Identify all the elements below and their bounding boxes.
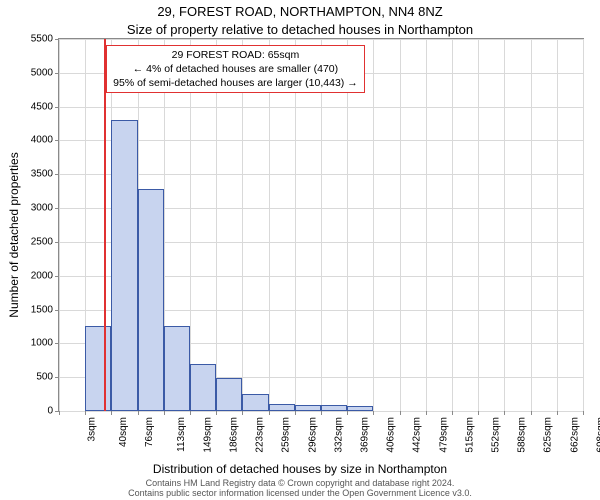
- xtick-label: 625sqm: [543, 417, 554, 453]
- ytick-label: 5000: [31, 67, 53, 78]
- gridline-v: [452, 39, 453, 411]
- y-axis-label: Number of detached properties: [7, 152, 21, 317]
- xtick-mark: [190, 411, 191, 415]
- histogram-bar: [242, 394, 268, 411]
- gridline-v: [373, 39, 374, 411]
- xtick-mark: [373, 411, 374, 415]
- xtick-label: 3sqm: [86, 417, 97, 441]
- gridline-v: [583, 39, 584, 411]
- histogram-bar: [85, 326, 111, 411]
- histogram-bar: [269, 404, 295, 411]
- gridline-v: [216, 39, 217, 411]
- xtick-label: 442sqm: [412, 417, 423, 453]
- xtick-mark: [504, 411, 505, 415]
- xtick-label: 552sqm: [491, 417, 502, 453]
- histogram-bar: [164, 326, 190, 411]
- histogram-bar: [190, 364, 216, 411]
- xtick-label: 223sqm: [255, 417, 266, 453]
- x-axis-label: Distribution of detached houses by size …: [0, 462, 600, 476]
- xtick-mark: [138, 411, 139, 415]
- histogram-bar: [347, 406, 373, 411]
- xtick-mark: [111, 411, 112, 415]
- xtick-label: 662sqm: [569, 417, 580, 453]
- ytick-label: 4000: [31, 135, 53, 146]
- gridline-v: [269, 39, 270, 411]
- ytick-label: 1000: [31, 338, 53, 349]
- histogram-bar: [216, 378, 242, 411]
- xtick-mark: [269, 411, 270, 415]
- xtick-mark: [400, 411, 401, 415]
- gridline-v: [242, 39, 243, 411]
- xtick-mark: [478, 411, 479, 415]
- footnote-line1: Contains HM Land Registry data © Crown c…: [146, 478, 455, 488]
- xtick-label: 332sqm: [333, 417, 344, 453]
- gridline-v: [347, 39, 348, 411]
- footnote: Contains HM Land Registry data © Crown c…: [0, 478, 600, 499]
- xtick-label: 113sqm: [175, 417, 186, 452]
- histogram-bar: [321, 405, 347, 411]
- xtick-mark: [557, 411, 558, 415]
- ytick-label: 1500: [31, 304, 53, 315]
- xtick-mark: [164, 411, 165, 415]
- xtick-label: 698sqm: [595, 417, 600, 453]
- title-address: 29, FOREST ROAD, NORTHAMPTON, NN4 8NZ: [0, 4, 600, 19]
- footnote-line2: Contains public sector information licen…: [128, 488, 472, 498]
- ytick-label: 3000: [31, 203, 53, 214]
- xtick-label: 76sqm: [144, 417, 155, 447]
- xtick-mark: [426, 411, 427, 415]
- xtick-mark: [321, 411, 322, 415]
- histogram-bar: [295, 405, 321, 411]
- chart-container: 29, FOREST ROAD, NORTHAMPTON, NN4 8NZ Si…: [0, 0, 600, 500]
- gridline-v: [426, 39, 427, 411]
- xtick-label: 40sqm: [118, 417, 129, 447]
- xtick-mark: [85, 411, 86, 415]
- annotation-line1: 29 FOREST ROAD: 65sqm: [113, 48, 358, 62]
- xtick-label: 259sqm: [281, 417, 292, 453]
- xtick-label: 588sqm: [517, 417, 528, 453]
- gridline-v: [557, 39, 558, 411]
- ytick-label: 0: [47, 406, 53, 417]
- plot-area: 0500100015002000250030003500400045005000…: [58, 38, 584, 412]
- ytick-label: 4500: [31, 101, 53, 112]
- gridline-v: [478, 39, 479, 411]
- xtick-mark: [59, 411, 60, 415]
- annotation-box: 29 FOREST ROAD: 65sqm← 4% of detached ho…: [106, 45, 365, 94]
- xtick-mark: [295, 411, 296, 415]
- gridline-v: [504, 39, 505, 411]
- gridline-v: [321, 39, 322, 411]
- xtick-label: 515sqm: [464, 417, 475, 453]
- annotation-line2: ← 4% of detached houses are smaller (470…: [113, 62, 358, 76]
- xtick-label: 296sqm: [307, 417, 318, 453]
- gridline-v: [190, 39, 191, 411]
- gridline-v: [295, 39, 296, 411]
- xtick-mark: [242, 411, 243, 415]
- annotation-line3: 95% of semi-detached houses are larger (…: [113, 76, 358, 90]
- xtick-mark: [583, 411, 584, 415]
- ytick-label: 5500: [31, 34, 53, 45]
- ytick-label: 2500: [31, 236, 53, 247]
- xtick-mark: [216, 411, 217, 415]
- gridline-v: [531, 39, 532, 411]
- xtick-label: 406sqm: [386, 417, 397, 453]
- xtick-label: 369sqm: [360, 417, 371, 453]
- title-subtitle: Size of property relative to detached ho…: [0, 22, 600, 37]
- xtick-label: 186sqm: [229, 417, 240, 453]
- xtick-label: 149sqm: [202, 417, 213, 453]
- xtick-mark: [452, 411, 453, 415]
- reference-line: [104, 39, 106, 411]
- xtick-mark: [347, 411, 348, 415]
- ytick-label: 3500: [31, 169, 53, 180]
- histogram-bar: [138, 189, 164, 411]
- xtick-mark: [531, 411, 532, 415]
- gridline-v: [400, 39, 401, 411]
- ytick-label: 2000: [31, 270, 53, 281]
- gridline-v: [59, 39, 60, 411]
- xtick-label: 479sqm: [438, 417, 449, 453]
- ytick-label: 500: [36, 372, 53, 383]
- histogram-bar: [111, 120, 137, 412]
